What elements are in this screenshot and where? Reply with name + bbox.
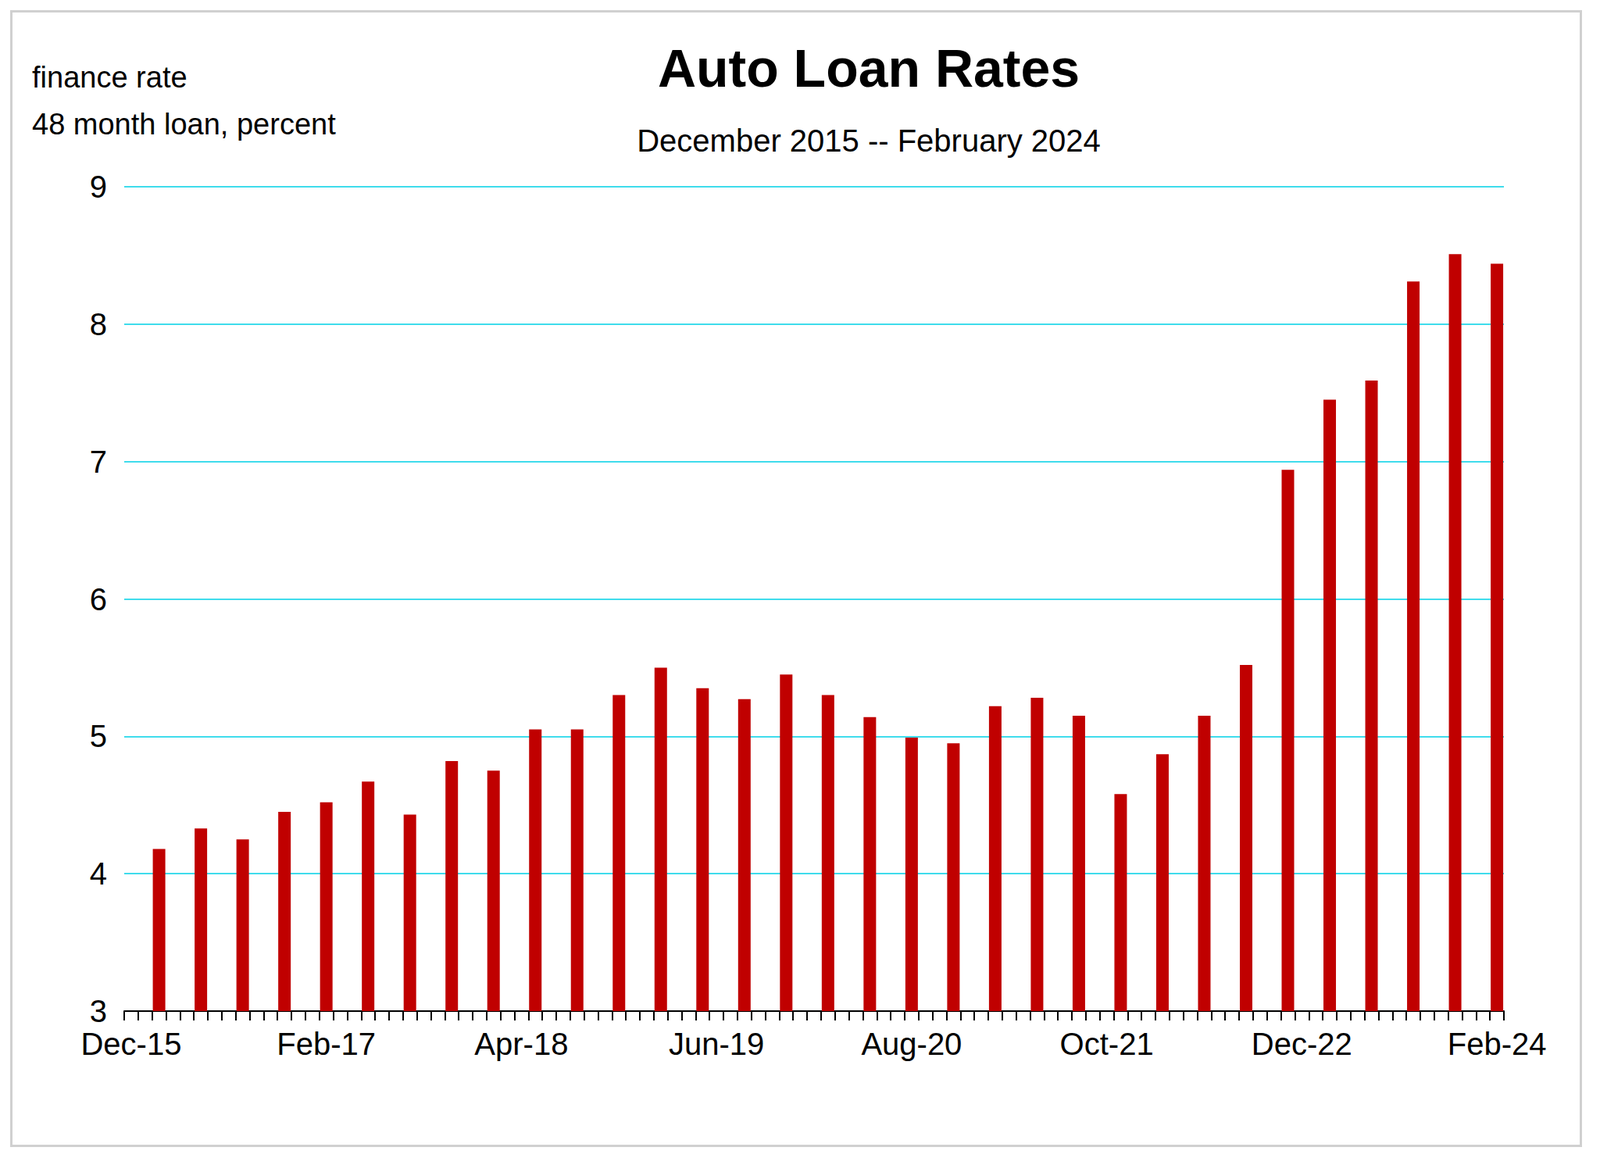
svg-text:Aug-20: Aug-20 xyxy=(860,1026,962,1061)
svg-text:48 month loan, percent: 48 month loan, percent xyxy=(32,107,336,141)
svg-text:4: 4 xyxy=(89,856,108,891)
svg-text:5: 5 xyxy=(89,718,108,754)
svg-text:December 2015 -- February 2024: December 2015 -- February 2024 xyxy=(636,123,1101,158)
svg-text:8: 8 xyxy=(89,307,108,342)
svg-text:Dec-15: Dec-15 xyxy=(80,1026,182,1061)
svg-text:Jun-19: Jun-19 xyxy=(668,1026,765,1061)
svg-text:7: 7 xyxy=(89,444,108,479)
svg-text:Auto Loan Rates: Auto Loan Rates xyxy=(657,38,1080,98)
svg-text:Feb-24: Feb-24 xyxy=(1447,1026,1547,1061)
svg-text:Apr-18: Apr-18 xyxy=(474,1026,568,1061)
svg-text:Oct-21: Oct-21 xyxy=(1060,1026,1154,1061)
svg-text:Feb-17: Feb-17 xyxy=(276,1026,376,1061)
svg-text:Dec-22: Dec-22 xyxy=(1251,1026,1353,1061)
svg-text:finance rate: finance rate xyxy=(32,60,188,94)
svg-text:9: 9 xyxy=(89,169,108,204)
svg-text:3: 3 xyxy=(89,993,108,1029)
svg-text:6: 6 xyxy=(89,582,108,617)
